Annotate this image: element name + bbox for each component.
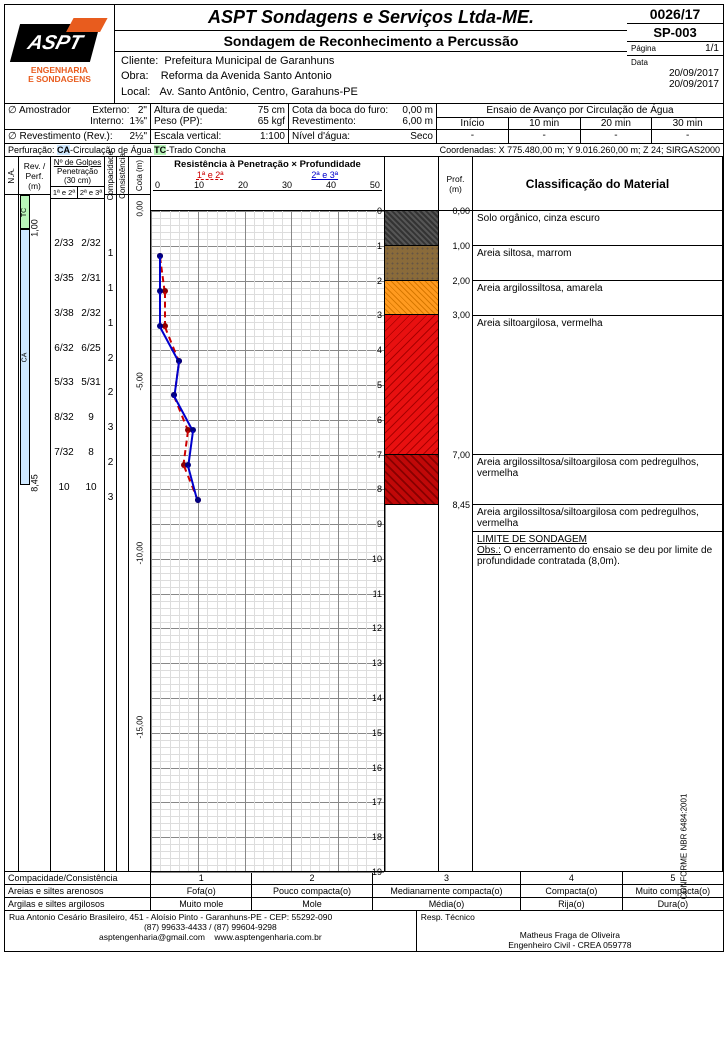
header-right: 0026/17 SP-003 Página 1/1 Data 20/09/201… [627,5,723,103]
compacidade-table: Compacidade/Consistência 1 2 3 4 5 Areia… [5,872,723,911]
col-desc: Classificação do Material Solo orgânico,… [473,157,723,871]
logo-subtitle: ENGENHARIAE SONDAGENS [28,66,91,85]
col-lithology [385,157,439,871]
dates: Data 20/09/2017 20/09/2017 [627,56,723,103]
header: ASPT ENGENHARIAE SONDAGENS ASPT Sondagen… [5,5,723,104]
col-comp: Compacidade 11122323 [105,157,117,871]
standard-note: CONFORME NBR 6484:2001 [680,794,689,900]
project-info: Cliente: Prefeitura Municipal de Garanhu… [115,52,627,103]
col-na: N.A. [5,157,19,871]
doc-number: 0026/17 [627,5,723,24]
params-row: ∅ AmostradorExterno: 2" Interno: 1⅜" Alt… [5,104,723,130]
logo-cell: ASPT ENGENHARIAE SONDAGENS [5,5,115,103]
report-subtitle: Sondagem de Reconhecimento a Percussão [115,31,627,52]
report-page: ASPT ENGENHARIAE SONDAGENS ASPT Sondagen… [4,4,724,952]
page-number: Página 1/1 [627,42,723,56]
sp-number: SP-003 [627,24,723,42]
col-prof: Prof. (m) 0,001,002,003,007,008,45 [439,157,473,871]
col-cota: Cota (m) 0,00-5,00-10,00-15,00 [129,157,151,871]
main-grid: N.A. Rev. / Perf. (m) TC CA 1,00 8,45 Nº… [5,157,723,872]
col-cons: Consistência [117,157,129,871]
company-title: ASPT Sondagens e Serviços Ltda-ME. [115,5,627,31]
col-chart: Resistência à Penetração × Profundidade … [151,157,385,871]
logo-icon: ASPT [15,24,105,64]
col-rev: Rev. / Perf. (m) TC CA 1,00 8,45 [19,157,51,871]
col-golpes: Nº de GolpesPenetração (30 cm) 1ª e 2ª2ª… [51,157,105,871]
params-row2: ∅ Revestimento (Rev.):2½" Escala vertica… [5,130,723,144]
footer: Rua Antonio Cesário Brasileiro, 451 - Al… [5,911,723,951]
header-mid: ASPT Sondagens e Serviços Ltda-ME. Sonda… [115,5,627,103]
